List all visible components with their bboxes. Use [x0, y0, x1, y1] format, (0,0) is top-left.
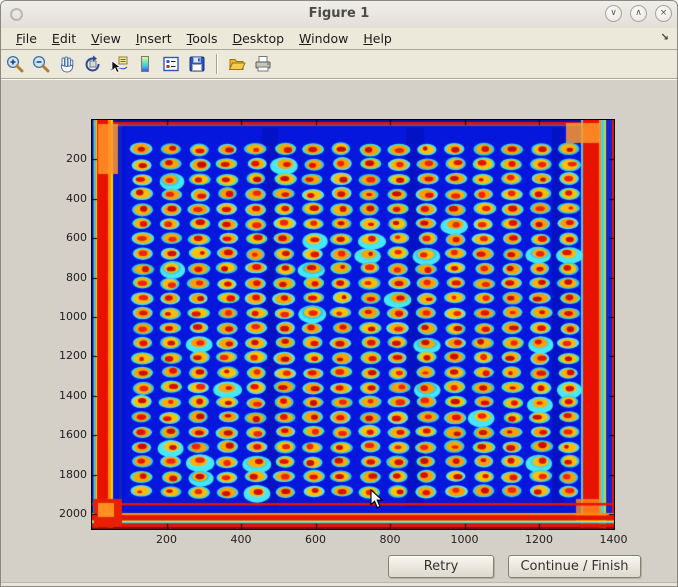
- menu-view[interactable]: View: [91, 31, 121, 46]
- menu-file[interactable]: File: [16, 31, 37, 46]
- continue-finish-button[interactable]: Continue / Finish: [508, 555, 641, 578]
- y-tick-label: 400: [66, 191, 87, 205]
- menubar: File Edit View Insert Tools Desktop Window Help…: [1, 28, 677, 50]
- rotate-3d-icon[interactable]: [81, 52, 105, 76]
- close-button[interactable]: ×: [655, 5, 672, 22]
- minimize-button[interactable]: ∨: [605, 5, 622, 22]
- dock-figure-icon[interactable]: ↘: [660, 32, 669, 43]
- window-title: Figure 1: [308, 6, 370, 21]
- menu-desktop[interactable]: Desktop: [232, 31, 285, 46]
- titlebar[interactable]: Figure 1 ∨ ∧ ×: [1, 1, 677, 29]
- y-tick-label: 800: [66, 270, 87, 284]
- menu-help[interactable]: Help: [363, 31, 392, 46]
- menubar-items: File Edit View Insert Tools Desktop Window Help: [1, 28, 677, 49]
- pan-icon[interactable]: [55, 52, 79, 76]
- zoom-in-icon[interactable]: [3, 52, 27, 76]
- insert-legend-icon[interactable]: [159, 52, 183, 76]
- x-tick-label: 200: [156, 533, 177, 546]
- open-file-icon[interactable]: [225, 52, 249, 76]
- y-tick-label: 600: [66, 231, 87, 245]
- heatmap-image[interactable]: [92, 120, 614, 529]
- window-controls: ∨ ∧ ×: [605, 5, 672, 22]
- menu-window[interactable]: Window: [299, 31, 349, 46]
- mouse-cursor-icon: [370, 489, 384, 509]
- window-menu-icon[interactable]: [10, 8, 23, 21]
- y-tick-label: 1400: [59, 388, 87, 402]
- window-bottom-bevel: [1, 582, 677, 586]
- menu-edit[interactable]: Edit: [51, 31, 77, 46]
- zoom-out-icon[interactable]: [29, 52, 53, 76]
- insert-colorbar-icon[interactable]: [133, 52, 157, 76]
- y-tick-label: 1600: [59, 428, 87, 442]
- x-tick-label: 1400: [599, 533, 628, 546]
- toolbar: [1, 50, 677, 79]
- y-tick-label: 1800: [59, 467, 87, 481]
- x-tick-label: 800: [379, 533, 401, 546]
- menu-tools[interactable]: Tools: [186, 31, 218, 46]
- save-figure-icon[interactable]: [185, 52, 209, 76]
- x-tick-label: 1200: [525, 533, 553, 546]
- y-tick-label: 1000: [59, 310, 87, 323]
- y-tick-label: 200: [66, 152, 87, 166]
- data-cursor-icon[interactable]: [107, 52, 131, 76]
- menu-insert[interactable]: Insert: [135, 31, 172, 46]
- retry-button[interactable]: Retry: [388, 555, 494, 578]
- print-figure-icon[interactable]: [251, 52, 275, 76]
- x-tick-label: 600: [305, 533, 326, 546]
- plot-axes[interactable]: [91, 119, 615, 530]
- y-tick-label: 2000: [59, 507, 87, 520]
- y-tick-label: 1200: [59, 349, 87, 363]
- toolbar-separator: [216, 54, 218, 74]
- maximize-button[interactable]: ∧: [630, 5, 647, 22]
- x-tick-label: 1000: [450, 533, 479, 546]
- x-tick-label: 400: [230, 533, 252, 546]
